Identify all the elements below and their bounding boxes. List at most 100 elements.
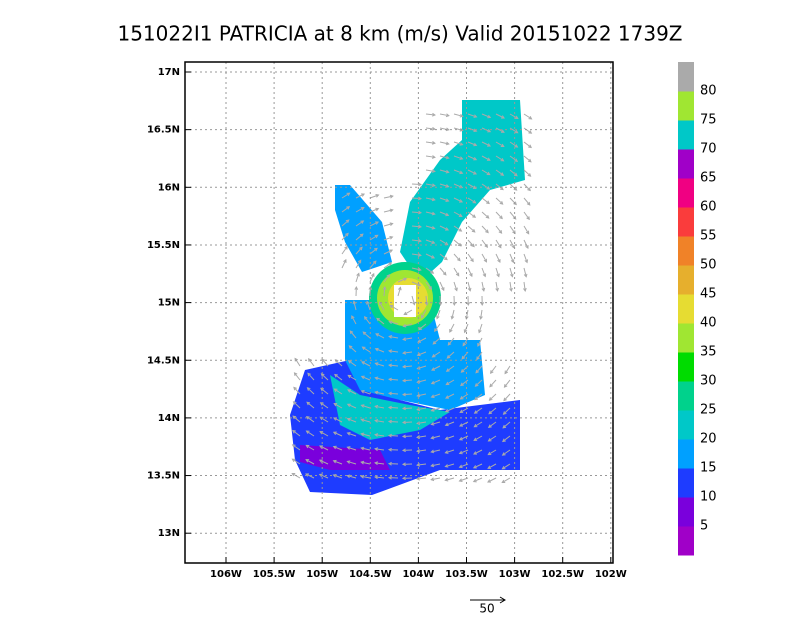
wind-arrow-head [387,433,392,438]
wind-arrow-head [430,270,435,274]
wind-arrow-head [320,373,325,377]
wind-arrow-head [458,450,463,455]
wind-arrow-head [388,320,393,325]
wind-arrow [474,407,483,414]
colorbar-label: 45 [700,287,717,302]
wind-arrow-head [371,272,375,277]
wind-arrow-head [497,259,501,264]
wind-arrow [355,207,365,213]
wind-arrow-head [501,452,506,456]
wind-arrow [425,211,435,215]
wind-arrow [417,393,427,397]
colorbar-box [678,236,694,266]
wind-arrow-head [360,389,365,394]
wind-arrow-head [487,465,492,469]
wind-arrow [369,248,378,255]
wind-arrow-head [417,238,422,243]
wind-arrow [467,197,476,204]
wind-arrow [453,239,462,247]
wind-arrow-head [388,335,393,339]
wind-arrow-head [526,201,531,206]
wind-arrow-head [474,383,479,387]
colorbar-label: 65 [700,171,717,186]
wind-arrow-head [401,420,406,425]
wind-arrow [523,141,532,148]
wind-arrow [383,236,393,241]
title: 151022I1 PATRICIA at 8 km (m/s) Valid 20… [117,22,682,46]
wind-arrow-head [472,185,477,189]
colorbar-box [678,323,694,353]
wind-arrow [353,301,357,311]
wind-arrow [306,401,315,409]
colorbar-box [678,294,694,324]
wind-arrow [293,401,301,409]
wind-arrow [446,351,455,359]
wind-arrow [431,379,441,384]
wind-arrow-head [357,259,362,264]
wind-arrow [439,253,448,260]
wind-arrow [361,361,371,367]
wind-arrow [411,225,422,228]
wind-arrow-head [473,451,477,455]
wind-arrow [509,253,514,263]
wind-arrow-head [382,286,387,290]
wind-arrow [375,348,385,353]
wind-arrow [502,421,511,429]
wind-arrow-head [374,447,379,451]
wind-arrow-head [430,463,435,468]
wind-arrow-head [360,375,365,380]
wind-arrow-head [499,201,504,205]
wind-arrow [383,195,393,199]
wind-arrow-head [485,215,490,219]
wind-arrow [523,225,530,234]
wind-arrow [308,358,315,367]
wind-arrow-head [450,315,455,320]
lat-label: 13N [158,528,180,539]
wind-arrow-head [431,240,436,245]
wind-arrow [445,449,455,454]
wind-arrow-head [291,472,296,477]
wind-arrow [383,209,393,213]
wind-arrow [425,155,435,158]
wind-arrow-head [475,369,480,374]
wind-arrow [402,379,413,382]
wind-arrow [294,372,301,381]
wind-arrow [306,430,315,437]
wind-arrow [355,233,364,241]
wind-arrow [445,463,455,468]
wind-arrow [403,323,413,327]
wind-arrow-head [486,171,491,176]
wind-arrow [369,194,379,199]
wind-arrow-head [430,380,435,385]
wind-arrow-head [499,186,504,191]
wind-arrow-head [374,376,379,381]
wind-arrow [473,435,483,441]
wind-arrow-head [360,446,365,451]
wind-arrow-head [416,352,421,357]
wind-arrow-head [346,474,351,479]
wind-arrow [361,419,371,423]
wind-arrow-head [374,461,379,466]
wind-arrow-head [359,246,363,251]
wind-arrow-head [360,474,365,479]
wind-arrow [341,233,349,241]
wind-arrow-head [488,397,493,401]
wind-arrow-head [401,378,406,383]
wind-arrow-head [376,317,381,322]
wind-arrow [453,211,463,217]
wind-arrow [481,225,489,233]
wind-arrow [425,225,435,230]
wind-arrow-head [430,477,435,482]
wind-arrow [417,463,427,466]
wind-arrow-head [348,345,353,349]
wind-arrow-head [403,311,408,316]
wind-arrow-head [525,245,529,250]
wind-arrow [383,274,390,283]
wind-arrow-head [487,479,491,483]
wind-arrow-head [401,476,406,481]
wind-arrow-head [366,300,370,305]
wind-arrow-head [386,274,391,278]
wind-arrow-head [375,194,380,198]
wind-arrow-head [432,340,437,345]
wind-arrow-head [431,211,436,216]
